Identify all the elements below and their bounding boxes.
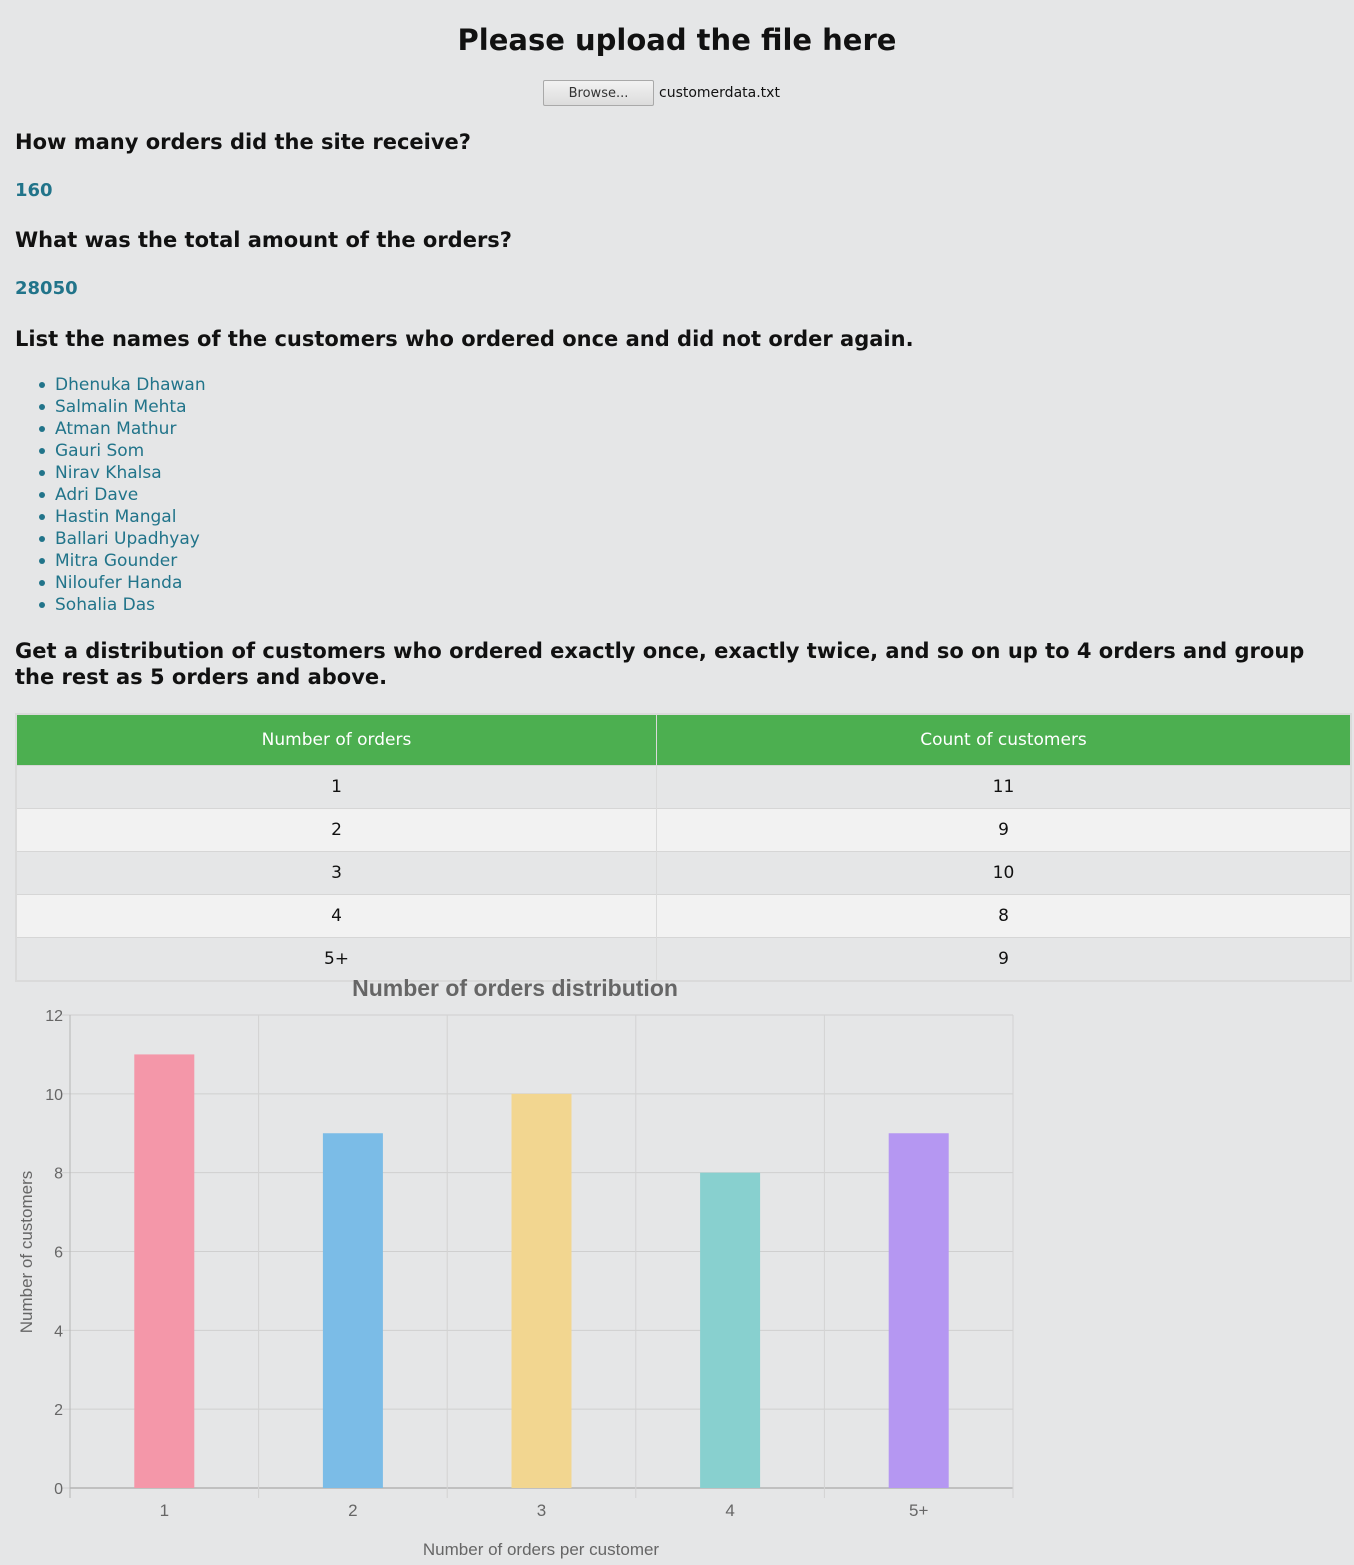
bar: [511, 1093, 572, 1488]
y-tick-label: 12: [45, 1008, 63, 1025]
question-orders-count: How many orders did the site receive?: [15, 130, 471, 154]
question-one-time-customers: List the names of the customers who orde…: [15, 327, 914, 351]
x-tick-label: 4: [725, 1501, 734, 1520]
list-item: Atman Mathur: [39, 418, 206, 440]
table-row: 3 10: [16, 851, 1352, 895]
chart-title: Number of orders distribution: [352, 975, 678, 1001]
list-item: Gauri Som: [39, 440, 206, 462]
table-row: 5+ 9: [16, 937, 1352, 981]
y-tick-label: 4: [54, 1323, 63, 1340]
table-cell-orders: 5+: [16, 937, 657, 981]
table-cell-orders: 4: [16, 894, 657, 938]
distribution-table: Number of orders Count of customers 1 11…: [15, 713, 1352, 982]
list-item: Salmalin Mehta: [39, 396, 206, 418]
table-row: 4 8: [16, 894, 1352, 938]
col-header-count-of-customers: Count of customers: [656, 714, 1352, 766]
x-tick-label: 2: [348, 1501, 357, 1520]
table-cell-count: 9: [656, 937, 1352, 981]
bar: [134, 1054, 195, 1488]
table-header-row: Number of orders Count of customers: [16, 714, 1352, 766]
table-cell-orders: 2: [16, 808, 657, 852]
y-tick-label: 6: [54, 1245, 63, 1262]
file-upload: Browse... customerdata.txt: [543, 80, 780, 106]
table-cell-orders: 1: [16, 765, 657, 809]
y-axis-label: Number of customers: [17, 1171, 36, 1334]
x-tick-label: 3: [537, 1501, 546, 1520]
x-tick-label: 5+: [909, 1501, 928, 1520]
table-cell-count: 10: [656, 851, 1352, 895]
list-item: Niloufer Handa: [39, 572, 206, 594]
x-axis-label: Number of orders per customer: [423, 1540, 660, 1559]
list-item: Ballari Upadhyay: [39, 528, 206, 550]
list-item: Hastin Mangal: [39, 506, 206, 528]
bar: [322, 1133, 383, 1488]
one-time-customer-list: Dhenuka Dhawan Salmalin Mehta Atman Mathur…: [15, 374, 206, 616]
answer-orders-count: 160: [15, 180, 53, 201]
list-item: Sohalia Das: [39, 594, 206, 616]
answer-orders-total: 28050: [15, 278, 78, 299]
table-row: 1 11: [16, 765, 1352, 809]
table-cell-orders: 3: [16, 851, 657, 895]
list-item: Nirav Khalsa: [39, 462, 206, 484]
selected-file-name: customerdata.txt: [659, 85, 780, 101]
question-orders-total: What was the total amount of the orders?: [15, 228, 512, 252]
table-cell-count: 11: [656, 765, 1352, 809]
page-title: Please upload the file here: [457, 23, 897, 57]
col-header-number-of-orders: Number of orders: [16, 714, 657, 766]
browse-button[interactable]: Browse...: [543, 80, 654, 106]
bar: [888, 1133, 949, 1488]
bar: [700, 1172, 761, 1488]
y-tick-label: 0: [54, 1481, 63, 1498]
list-item: Dhenuka Dhawan: [39, 375, 206, 395]
list-item: Adri Dave: [39, 484, 206, 506]
question-distribution: Get a distribution of customers who orde…: [15, 639, 1305, 689]
list-item: Mitra Gounder: [39, 550, 206, 572]
x-tick-label: 1: [160, 1501, 169, 1520]
table-cell-count: 9: [656, 808, 1352, 852]
table-cell-count: 8: [656, 894, 1352, 938]
table-row: 2 9: [16, 808, 1352, 852]
y-tick-label: 8: [54, 1166, 63, 1183]
y-tick-label: 10: [45, 1087, 63, 1104]
y-tick-label: 2: [54, 1402, 63, 1419]
